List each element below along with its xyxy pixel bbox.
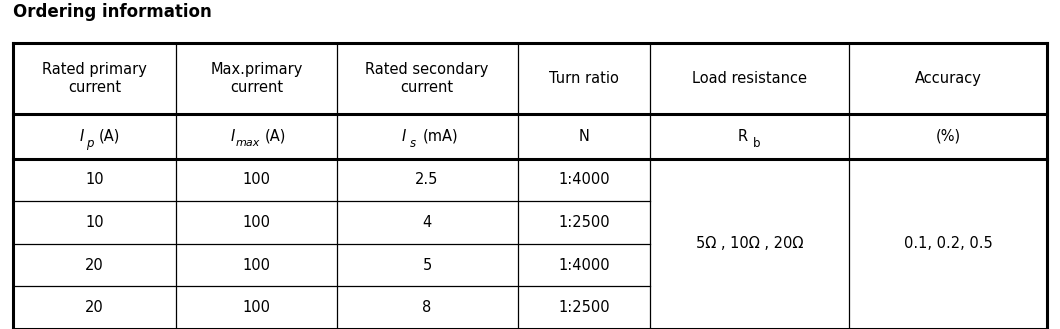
Text: R: R [738, 129, 748, 144]
Text: Accuracy: Accuracy [915, 71, 982, 86]
Text: 10: 10 [85, 215, 104, 230]
Text: (%): (%) [935, 129, 960, 144]
Text: 0.1, 0.2, 0.5: 0.1, 0.2, 0.5 [903, 236, 992, 251]
Text: 20: 20 [85, 258, 104, 273]
Text: Rated secondary
current: Rated secondary current [366, 62, 489, 95]
Text: 20: 20 [85, 300, 104, 315]
Text: Rated primary
current: Rated primary current [42, 62, 147, 95]
Text: 100: 100 [243, 300, 270, 315]
Text: 8: 8 [423, 300, 431, 315]
Text: (A): (A) [265, 129, 286, 144]
Text: b: b [753, 137, 760, 150]
Text: 10: 10 [85, 172, 104, 187]
Text: p: p [87, 137, 94, 150]
Text: 4: 4 [423, 215, 431, 230]
Text: s: s [410, 137, 417, 150]
Text: N: N [579, 129, 589, 144]
Text: 100: 100 [243, 172, 270, 187]
Text: max: max [235, 139, 260, 148]
Text: Load resistance: Load resistance [692, 71, 807, 86]
Text: Max.primary
current: Max.primary current [210, 62, 302, 95]
Text: 5Ω , 10Ω , 20Ω: 5Ω , 10Ω , 20Ω [695, 236, 803, 251]
Text: 1:2500: 1:2500 [558, 300, 610, 315]
Text: I: I [231, 129, 235, 144]
Text: (A): (A) [99, 129, 120, 144]
Text: 100: 100 [243, 258, 270, 273]
Text: (mA): (mA) [423, 129, 459, 144]
Text: 1:2500: 1:2500 [558, 215, 610, 230]
Text: Turn ratio: Turn ratio [549, 71, 619, 86]
Text: I: I [80, 129, 84, 144]
Text: 2.5: 2.5 [416, 172, 439, 187]
Text: 1:4000: 1:4000 [558, 258, 610, 273]
Text: 5: 5 [423, 258, 431, 273]
Text: I: I [402, 129, 406, 144]
Text: 100: 100 [243, 215, 270, 230]
Text: 1:4000: 1:4000 [558, 172, 610, 187]
Text: Ordering information: Ordering information [13, 3, 212, 21]
